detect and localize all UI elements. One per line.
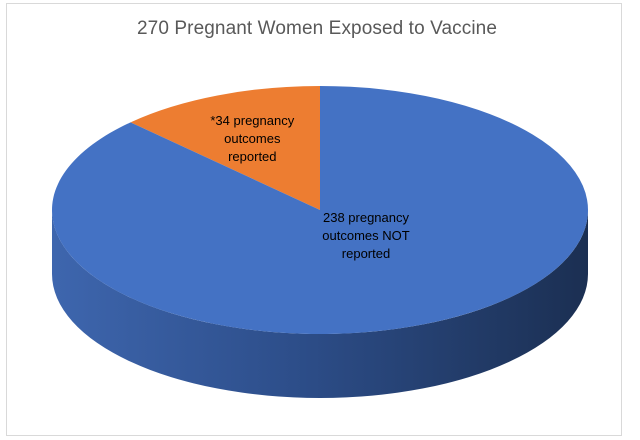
slice-data-label: *34 pregnancy outcomes reported [210,113,294,164]
pie-side-layer [52,210,588,398]
pie-slice [52,86,589,334]
slice-data-label: 238 pregnancy outcomes NOT reported [322,210,409,261]
pie-top-layer [52,86,589,334]
slice-data-label-line: reported [342,246,390,261]
slice-data-label-line: 238 pregnancy [323,210,410,225]
chart-title: 270 Pregnant Women Exposed to Vaccine [137,18,497,39]
slice-data-label-line: outcomes [224,131,281,146]
slice-data-label-line: *34 pregnancy [210,113,294,128]
slice-data-label-line: reported [228,149,276,164]
pie-slice [130,86,320,210]
slice-data-label-line: outcomes NOT [322,228,409,243]
pie-side-wall [52,210,588,398]
